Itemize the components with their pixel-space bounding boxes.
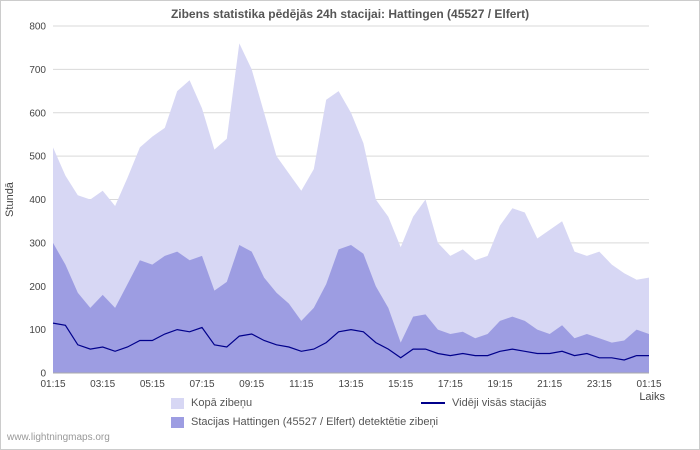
svg-text:19:15: 19:15 (487, 379, 512, 390)
svg-text:800: 800 (29, 22, 46, 33)
svg-text:09:15: 09:15 (239, 379, 264, 390)
svg-text:100: 100 (29, 325, 46, 336)
svg-text:500: 500 (29, 152, 46, 163)
svg-text:300: 300 (29, 238, 46, 249)
legend-label-total: Kopā zibeņu (191, 397, 253, 409)
svg-text:0: 0 (40, 369, 46, 380)
svg-text:21:15: 21:15 (537, 379, 562, 390)
svg-text:400: 400 (29, 195, 46, 206)
average-line-swatch (421, 402, 445, 404)
svg-text:03:15: 03:15 (90, 379, 115, 390)
chart-legend: Kopā zibeņu Stacijas Hattingen (45527 / … (1, 397, 699, 437)
chart-title: Zibens statistika pēdējās 24h stacijai: … (170, 7, 530, 21)
svg-text:23:15: 23:15 (587, 379, 612, 390)
svg-text:17:15: 17:15 (438, 379, 463, 390)
svg-text:200: 200 (29, 282, 46, 293)
legend-label-station: Stacijas Hattingen (45527 / Elfert) dete… (191, 416, 439, 428)
svg-text:Stundā: Stundā (4, 181, 16, 217)
svg-text:13:15: 13:15 (338, 379, 363, 390)
legend-label-average: Vidēji visās stacijās (452, 397, 547, 409)
lightning-statistics-chart: 0 100 200 300 400 500 600 700 800 01:15 03:15 05:15… (4, 22, 662, 391)
legend-item-station: Stacijas Hattingen (45527 / Elfert) dete… (171, 416, 438, 428)
svg-text:600: 600 (29, 108, 46, 119)
svg-text:15:15: 15:15 (388, 379, 413, 390)
legend-item-total: Kopā zibeņu (171, 397, 252, 409)
svg-text:05:15: 05:15 (140, 379, 165, 390)
svg-text:07:15: 07:15 (189, 379, 214, 390)
station-detected-swatch (171, 416, 184, 428)
svg-text:700: 700 (29, 65, 46, 76)
svg-text:01:15: 01:15 (40, 379, 65, 390)
svg-text:01:15: 01:15 (636, 379, 661, 390)
svg-text:11:15: 11:15 (289, 379, 314, 390)
total-lightning-swatch (171, 397, 184, 409)
legend-item-average: Vidēji visās stacijās (421, 397, 547, 409)
x-axis-title: Laiks (639, 391, 665, 403)
watermark-url: www.lightningmaps.org (7, 432, 110, 443)
